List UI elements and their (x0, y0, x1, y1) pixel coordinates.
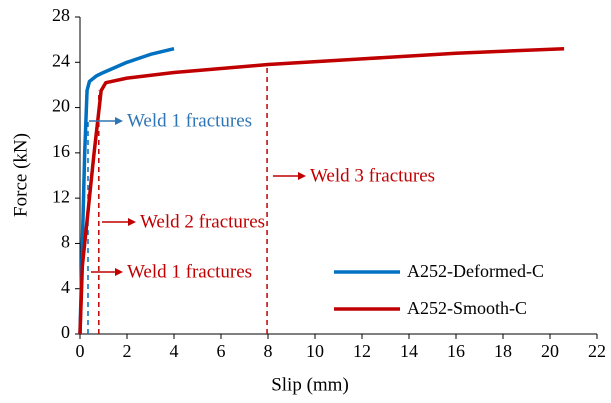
x-tick-label: 12 (353, 341, 371, 361)
y-tick-label: 16 (52, 141, 70, 161)
x-tick-label: 16 (447, 341, 465, 361)
y-tick-label: 4 (61, 277, 70, 297)
x-tick-label: 22 (588, 341, 606, 361)
annotation: Weld 2 fractures (140, 211, 265, 232)
annotation: Weld 1 fractures (127, 110, 252, 131)
x-tick-label: 20 (541, 341, 559, 361)
legend-label: A252-Smooth-C (407, 298, 527, 318)
y-axis-title: Force (kN) (10, 133, 31, 217)
x-tick-label: 4 (170, 341, 179, 361)
series-line (78, 46, 175, 335)
y-tick-label: 12 (52, 186, 70, 206)
arrow-head (115, 268, 123, 276)
y-tick-label: 8 (61, 232, 70, 252)
y-tick-label: 20 (52, 96, 70, 116)
arrow-head (115, 117, 123, 125)
series-line (78, 46, 565, 335)
legend-label: A252-Deformed-C (407, 261, 544, 281)
x-axis-title: Slip (mm) (271, 374, 349, 395)
x-tick-label: 0 (76, 341, 85, 361)
x-tick-label: 6 (217, 341, 226, 361)
annotation: Weld 3 fractures (310, 165, 435, 186)
annotation: Weld 1 fractures (127, 261, 252, 282)
arrow-head (128, 218, 136, 226)
x-tick-label: 18 (494, 341, 512, 361)
arrow-head (298, 172, 306, 180)
y-tick-label: 28 (52, 5, 70, 25)
x-tick-label: 10 (306, 341, 324, 361)
x-tick-label: 14 (400, 341, 418, 361)
y-tick-label: 24 (52, 50, 70, 70)
y-tick-label: 0 (61, 322, 70, 342)
x-tick-label: 2 (123, 341, 132, 361)
x-tick-label: 8 (264, 341, 273, 361)
